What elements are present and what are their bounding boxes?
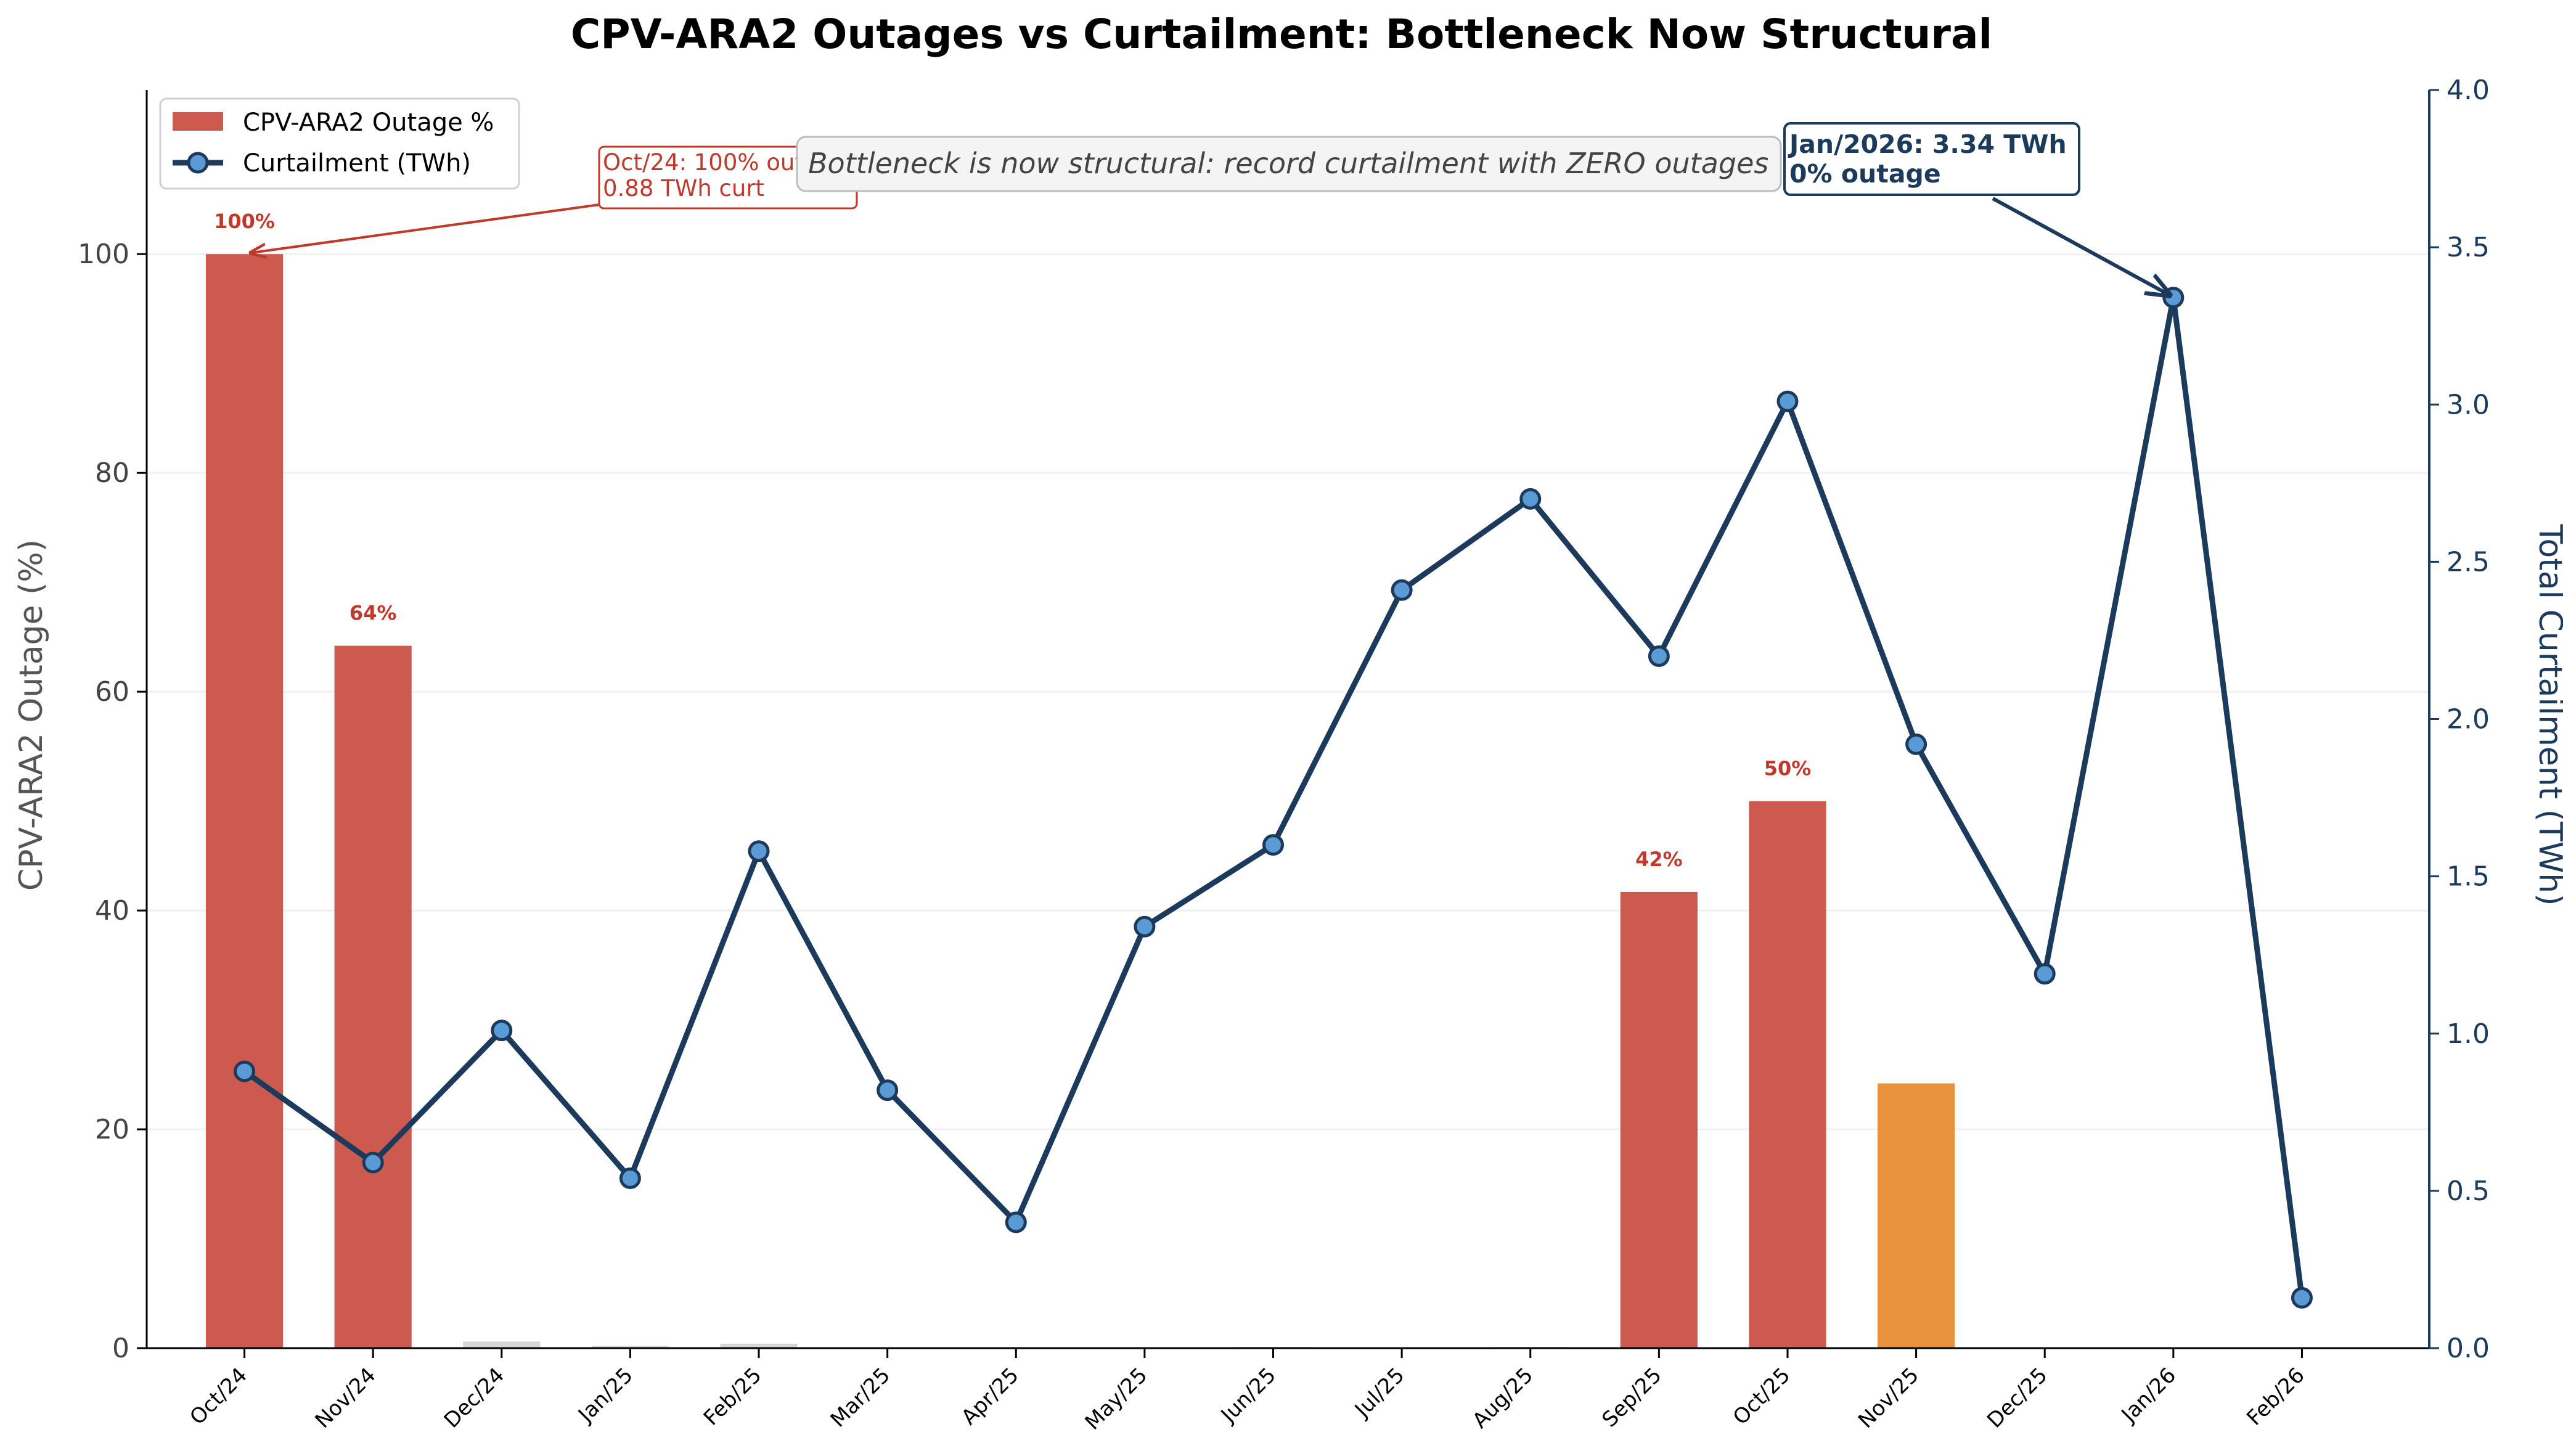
axes: 0 20 40 60 80 100 0.0 0.5 1.0 1.5 2.0 2.5 3.0 3.5 4.0 O…: [78, 75, 2490, 1435]
curtailment-point: [1262, 834, 1285, 856]
x-tick-label: Feb/25: [699, 1363, 767, 1431]
outage-bar: [1749, 801, 1826, 1348]
annotation-arrow: [251, 203, 600, 253]
bar-data-label: 42%: [1635, 848, 1683, 871]
x-tick-label: Jul/25: [1349, 1363, 1409, 1423]
curtailment-point: [2162, 287, 2185, 309]
y-tick-label: 60: [95, 676, 129, 708]
curtailment-point: [877, 1079, 899, 1102]
bar-data-label: 64%: [350, 602, 397, 625]
x-tick-label: Feb/26: [2242, 1363, 2310, 1431]
curtailment-point: [1391, 579, 1413, 601]
y-tick-label: 0: [112, 1333, 129, 1364]
y2-tick-label: 2.0: [2446, 704, 2490, 735]
legend-swatch-bar: [173, 112, 223, 131]
curtailment-point: [491, 1020, 513, 1042]
curtailment-point: [1776, 390, 1799, 412]
curtailment-point: [1648, 645, 1670, 667]
y2-tick-label: 1.0: [2446, 1018, 2490, 1050]
y-axis-left-title: CPV-ARA2 Outage (%): [13, 539, 50, 891]
y2-tick-label: 2.5: [2446, 546, 2490, 578]
outage-bar: [591, 1346, 669, 1348]
callout-box: Bottleneck is now structural: record cur…: [796, 136, 1782, 192]
annotation-text: 0% outage: [1789, 159, 1941, 189]
legend-swatch-marker: [187, 152, 209, 174]
x-tick-label: Oct/24: [185, 1363, 252, 1430]
annotation-text: 0.88 TWh curt: [603, 175, 764, 202]
x-tick-label: Apr/25: [957, 1363, 1024, 1430]
outage-bar: [205, 254, 284, 1348]
x-tick-label: Mar/25: [826, 1363, 895, 1432]
x-tick-label: Nov/24: [311, 1363, 381, 1433]
legend-label: CPV-ARA2 Outage %: [243, 108, 494, 137]
bar-data-label: 100%: [214, 210, 275, 233]
curtailment-point: [1005, 1211, 1027, 1233]
x-tick-label: Jan/26: [2116, 1363, 2181, 1428]
curtailment-point: [2034, 963, 2056, 985]
outage-bar: [1620, 891, 1698, 1348]
curtailment-point: [1519, 488, 1542, 510]
outage-bar: [720, 1343, 798, 1348]
x-tick-label: Nov/25: [1854, 1363, 1924, 1433]
y-tick-label: 20: [95, 1114, 129, 1145]
annotation-arrow: [1992, 197, 2170, 295]
y-tick-label: 100: [78, 239, 129, 270]
callout-background: [796, 136, 1782, 192]
curtailment-line-series: [234, 287, 2313, 1309]
x-tick-label: Aug/25: [1468, 1363, 1538, 1433]
y2-tick-label: 3.5: [2446, 232, 2490, 263]
legend-frame: [159, 97, 520, 190]
curtailment-point: [1134, 915, 1156, 938]
callout-text: Bottleneck is now structural: record cur…: [808, 147, 1768, 180]
x-tick-label: Jan/25: [573, 1363, 637, 1428]
x-tick-label: Oct/25: [1728, 1363, 1796, 1430]
x-tick-label: Dec/25: [1982, 1363, 2053, 1433]
y2-tick-label: 0.5: [2446, 1176, 2490, 1207]
y-tick-label: 40: [95, 895, 129, 926]
y2-tick-label: 4.0: [2446, 75, 2490, 106]
gridlines: [147, 253, 2429, 1349]
annotation-text: Jan/2026: 3.34 TWh: [1788, 129, 2067, 159]
y-axis-right-title: Total Curtailment (TWh): [2532, 524, 2563, 906]
curtailment-point: [748, 840, 770, 862]
x-tick-label: Dec/24: [439, 1363, 510, 1433]
y2-tick-label: 3.0: [2446, 389, 2490, 420]
y-tick-label: 80: [95, 457, 129, 489]
outage-bar: [334, 645, 412, 1348]
x-tick-label: Sep/25: [1597, 1363, 1666, 1432]
y2-tick-label: 0.0: [2446, 1333, 2490, 1364]
annotation-box: [1783, 122, 2080, 196]
curtailment-point: [234, 1060, 256, 1082]
outage-bar-labels: 100% 64% 42% 50%: [214, 210, 1811, 871]
legend: CPV-ARA2 Outage % Curtailment (TWh): [159, 97, 520, 190]
bar-data-label: 50%: [1764, 757, 1812, 780]
curtailment-point: [2291, 1286, 2313, 1309]
outage-bar: [1878, 1083, 1955, 1348]
x-tick-label: May/25: [1081, 1363, 1153, 1435]
curtailment-point: [1905, 733, 1927, 755]
x-tick-label: Jun/25: [1216, 1363, 1281, 1428]
curtailment-point: [362, 1151, 384, 1174]
outage-bars: [205, 254, 1955, 1348]
curtailment-line: [242, 295, 2305, 1298]
chart-title: CPV-ARA2 Outages vs Curtailment: Bottlen…: [571, 10, 1992, 58]
y2-tick-label: 1.5: [2446, 861, 2490, 893]
legend-label: Curtailment (TWh): [243, 149, 471, 178]
curtailment-point: [619, 1167, 641, 1189]
outage-bar: [463, 1341, 541, 1348]
